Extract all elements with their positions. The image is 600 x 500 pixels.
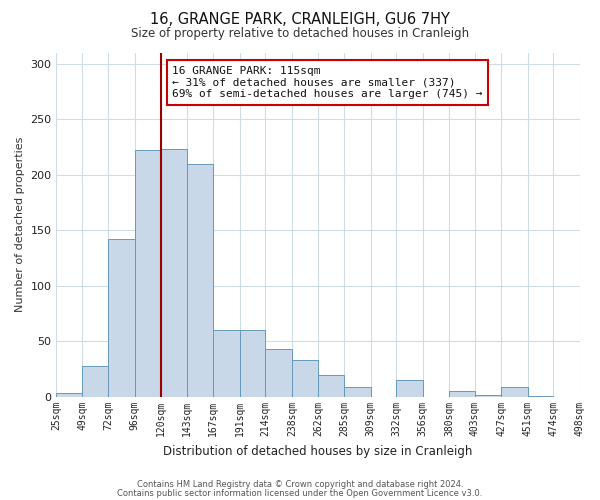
Bar (528, 396, 553, 397)
Bar (187, 164, 213, 397)
Bar (502, 387, 528, 397)
X-axis label: Distribution of detached houses by size in Cranleigh: Distribution of detached houses by size … (163, 444, 473, 458)
Bar (108, 239, 134, 397)
Y-axis label: Number of detached properties: Number of detached properties (15, 137, 25, 312)
Bar (240, 330, 265, 397)
Bar (319, 374, 344, 397)
Bar (134, 150, 161, 397)
Bar (292, 360, 319, 397)
Bar (475, 394, 502, 397)
Text: 16 GRANGE PARK: 115sqm
← 31% of detached houses are smaller (337)
69% of semi-de: 16 GRANGE PARK: 115sqm ← 31% of detached… (172, 66, 483, 99)
Bar (213, 330, 240, 397)
Bar (449, 391, 475, 397)
Text: 16, GRANGE PARK, CRANLEIGH, GU6 7HY: 16, GRANGE PARK, CRANLEIGH, GU6 7HY (150, 12, 450, 28)
Text: Size of property relative to detached houses in Cranleigh: Size of property relative to detached ho… (131, 28, 469, 40)
Bar (344, 387, 371, 397)
Bar (82, 366, 108, 397)
Bar (161, 149, 187, 397)
Bar (265, 349, 292, 397)
Bar (396, 380, 422, 397)
Text: Contains HM Land Registry data © Crown copyright and database right 2024.: Contains HM Land Registry data © Crown c… (137, 480, 463, 489)
Bar (56, 394, 82, 397)
Text: Contains public sector information licensed under the Open Government Licence v3: Contains public sector information licen… (118, 489, 482, 498)
